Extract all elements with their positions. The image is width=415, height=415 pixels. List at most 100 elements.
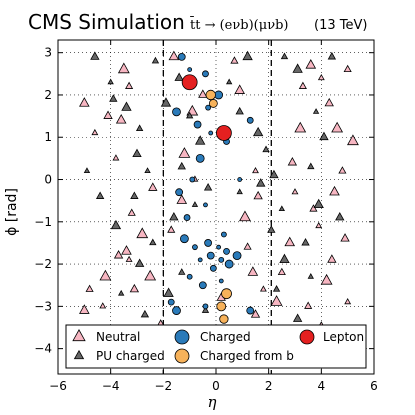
- chart-energy: (13 TeV): [314, 18, 367, 33]
- data-point-neutral: [239, 210, 251, 222]
- data-point-charged: [204, 239, 213, 247]
- data-point-charged: [202, 303, 209, 310]
- data-point-charged: [205, 104, 212, 111]
- data-point-pu-charged: [269, 169, 279, 179]
- data-point-neutral: [178, 147, 191, 158]
- legend-label-charged: Charged: [200, 330, 251, 344]
- data-point-charged: [218, 256, 225, 263]
- y-tick-label: 1: [44, 130, 52, 144]
- data-point-neutral: [340, 233, 350, 242]
- data-point-pu-charged: [301, 237, 310, 246]
- plot-background: [58, 40, 374, 374]
- y-tick-label: −1: [34, 215, 52, 229]
- data-point-charged: [209, 264, 217, 272]
- data-point-charged: [192, 244, 198, 251]
- data-point-neutral: [259, 285, 267, 292]
- legend-label-neutral: Neutral: [96, 330, 140, 344]
- data-point-pu-charged: [185, 111, 194, 119]
- data-point-charged: [246, 306, 255, 315]
- data-point-charged: [187, 67, 193, 72]
- data-point-pu-charged: [236, 188, 243, 195]
- data-point-neutral: [338, 166, 347, 174]
- data-point-neutral: [234, 84, 246, 94]
- data-point-pu-charged: [109, 94, 118, 102]
- data-point-pu-charged: [203, 182, 213, 191]
- data-point-neutral: [117, 62, 130, 74]
- x-axis-label: η: [208, 393, 217, 411]
- data-point-pu-charged: [135, 124, 144, 132]
- x-tick-label: 0: [212, 379, 220, 393]
- data-point-charged: [218, 278, 224, 284]
- data-point-pu-charged: [195, 135, 206, 145]
- data-point-neutral: [277, 267, 286, 275]
- data-point-neutral: [309, 204, 318, 212]
- legend: Neutral PU charged Charged Charged from …: [65, 324, 367, 369]
- data-point-neutral: [112, 154, 120, 161]
- data-point-pu-charged: [307, 162, 315, 170]
- data-point-neutral: [129, 283, 140, 293]
- data-point-neutral: [270, 295, 283, 306]
- data-point-neutral: [176, 194, 188, 204]
- data-point-neutral: [304, 301, 313, 309]
- x-tick-label: 2: [265, 379, 273, 393]
- legend-markers: [72, 329, 315, 364]
- legend-marker-neutral: [72, 329, 86, 342]
- reference-lines: [162, 40, 272, 374]
- data-point-neutral: [344, 298, 352, 305]
- data-point-pu-charged: [90, 51, 100, 60]
- legend-label-pu-charged: PU charged: [96, 349, 165, 363]
- data-point-neutral: [252, 166, 259, 174]
- data-point-pu-charged: [121, 101, 132, 111]
- y-tick-label: 0: [44, 173, 52, 187]
- data-point-pu-charged: [140, 309, 150, 318]
- legend-marker-charged-from-b: [174, 348, 190, 364]
- data-point-pu-charged: [335, 211, 345, 221]
- data-point-charged: [220, 231, 227, 238]
- data-point-pu-charged: [178, 268, 186, 275]
- x-tick-label: 4: [318, 379, 326, 393]
- data-point-charged-from-b: [221, 288, 232, 300]
- data-point-pu-charged: [280, 52, 289, 60]
- legend-label-charged-from-b: Charged from b: [200, 349, 294, 363]
- data-point-charged: [202, 70, 209, 78]
- y-tick-label: 2: [44, 88, 52, 102]
- data-point-neutral: [298, 81, 307, 89]
- data-point-pu-charged: [292, 63, 303, 73]
- data-point-neutral: [331, 121, 344, 133]
- data-point-neutral: [317, 73, 325, 81]
- data-point-charged: [193, 120, 202, 129]
- data-point-neutral: [284, 236, 296, 247]
- data-point-pu-charged: [177, 161, 186, 170]
- data-point-neutral: [250, 309, 261, 318]
- data-point-neutral: [79, 304, 90, 314]
- data-point-pu-charged: [267, 225, 276, 233]
- data-point-pu-charged: [307, 272, 314, 279]
- data-point-neutral: [136, 227, 149, 239]
- data-point-charged: [216, 244, 222, 250]
- data-point-charged: [224, 259, 234, 269]
- x-tick-label: 6: [370, 379, 378, 393]
- data-point-charged: [195, 153, 205, 163]
- data-point-pu-charged: [149, 238, 157, 246]
- data-point-pu-charged: [319, 131, 329, 141]
- data-point-neutral: [347, 134, 359, 146]
- data-point-charged: [172, 107, 181, 117]
- data-point-lepton: [181, 74, 198, 91]
- data-point-pu-charged: [151, 56, 160, 64]
- data-point-neutral: [247, 266, 259, 276]
- data-point-charged: [183, 214, 191, 221]
- data-point-pu-charged: [107, 78, 114, 85]
- x-tick-label: −6: [49, 379, 67, 393]
- legend-marker-lepton: [299, 329, 315, 345]
- chart-process: t̄t → (eνb)(μνb): [189, 16, 288, 33]
- chart-title: CMS Simulation: [28, 10, 185, 34]
- data-point-neutral: [99, 269, 112, 281]
- data-point-neutral: [125, 81, 134, 89]
- data-point-pu-charged: [313, 198, 324, 209]
- data-point-charged: [189, 176, 196, 183]
- data-point-neutral: [305, 59, 317, 69]
- data-point-pu-charged: [278, 205, 286, 212]
- data-point-pu-charged: [262, 145, 270, 153]
- legend-marker-charged: [174, 329, 190, 345]
